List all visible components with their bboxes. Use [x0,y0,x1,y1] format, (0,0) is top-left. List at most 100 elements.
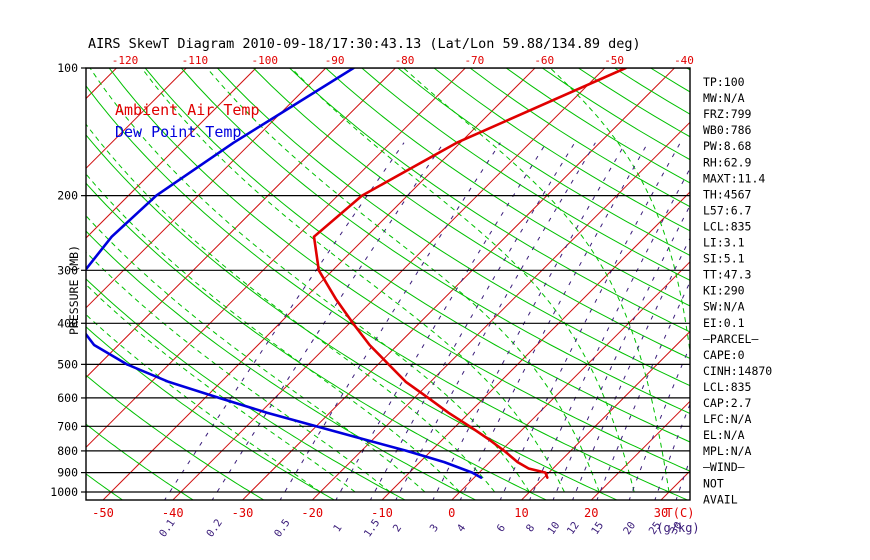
sounding-index-item: SW:N/A [703,300,745,314]
top-temperature-tick: -80 [395,54,415,67]
top-temperature-tick: -60 [534,54,554,67]
sounding-index-item: LFC:N/A [703,412,752,426]
mixing-ratio-tick: 3 [428,522,441,534]
isotherm-line [660,470,690,500]
bottom-temperature-tick: -30 [232,506,254,520]
mixing-ratio-tick: 25 [647,520,664,537]
sounding-index-item: L57:6.7 [703,203,752,217]
sounding-index-item: RH:62.9 [703,155,752,169]
isotherm-line [0,68,47,501]
pressure-tick-label: 800 [57,444,78,458]
isotherm-line [86,68,396,379]
plot-border [85,67,691,501]
isotherm-line [241,68,675,500]
mixing-ratio-tick: 4 [455,522,468,534]
sounding-index-item: SI:5.1 [703,252,745,266]
pressure-tick-label: 700 [57,419,78,433]
dry-adiabat-line [86,230,477,500]
temperature-unit-label: T(C) [666,506,695,520]
sounding-index-item: —PARCEL— [703,332,758,346]
pressure-tick-label: 500 [57,357,78,371]
sounding-index-item: TH:4567 [703,187,752,201]
moist-adiabat-line [403,68,670,493]
isotherm-line [800,68,870,501]
top-temperature-tick: -70 [464,54,484,67]
moist-adiabat-line [290,68,635,493]
sounding-index-item: NOT [703,476,724,490]
bottom-temperature-tick: -20 [301,506,323,520]
isotherm-line [520,330,690,500]
mixing-ratio-tick: 1.5 [362,517,383,539]
dry-adiabat-line [253,68,690,360]
dry-adiabat-line [505,68,690,184]
sounding-index-item: EI:0.1 [703,316,745,330]
temperature-trace [312,68,627,479]
sounding-index-item: LCL:835 [703,219,751,233]
mixing-ratio-tick: 12 [565,520,582,537]
sounding-index-item: FRZ:799 [703,107,752,121]
dry-adiabat-line [289,68,690,333]
dry-adiabat-line [86,85,689,500]
dry-adiabat-line [397,68,690,256]
sounding-index-item: CAPE:0 [703,348,745,362]
dry-adiabat-line [217,68,690,387]
mixing-ratio-tick: 10 [545,520,562,537]
moist-adiabat-line [86,313,321,493]
isotherm-line [86,68,257,239]
isotherm-line [590,400,690,500]
top-temperature-tick: -110 [182,54,209,67]
isotherm-line [86,68,117,100]
mixing-ratio-line [499,142,681,500]
moist-adiabat-line [86,215,426,493]
sounding-index-item: KI:290 [703,284,745,298]
pressure-axis-label: PRESSURE (MB) [67,245,81,335]
moist-adiabat-line [86,123,496,493]
mixing-ratio-tick: 15 [589,520,606,537]
sounding-index-item: CINH:14870 [703,364,772,378]
legend-dewpoint: Dew Point Temp [115,123,241,141]
isotherm-line [86,68,466,449]
sounding-index-item: EL:N/A [703,428,745,442]
plot-frame [85,67,691,501]
top-temperature-tick: -100 [252,54,279,67]
mixing-ratio-tick: 6 [495,522,508,534]
isotherm-line [86,68,187,170]
sounding-index-item: TT:47.3 [703,268,752,282]
pressure-tick-label: 100 [57,61,78,75]
mixing-ratio-tick: 2 [391,522,404,534]
mixing-ratio-line [369,142,576,500]
mixing-ratio-tick: 0.1 [157,517,178,539]
pressure-line-layer [86,68,690,493]
sounding-index-item: CAP:2.7 [703,396,752,410]
bottom-temperature-tick: 30 [654,506,668,520]
moist-adiabat-line [206,68,600,493]
bottom-temperature-tick: -50 [92,506,114,520]
bottom-temperature-tick: -40 [162,506,184,520]
dry-adiabat-line [86,182,548,500]
dry-adiabat-line [86,134,619,500]
pressure-tick-label: 300 [57,263,78,277]
moist-adiabat-line [86,173,461,493]
mixing-ratio-line [459,142,649,500]
sounding-index-item: MAXT:11.4 [703,171,765,185]
pressure-tick-label: 600 [57,391,78,405]
chart-title: AIRS SkewT Diagram 2010-09-18/17:30:43.1… [88,36,641,52]
pressure-tick-label: 400 [57,316,78,330]
dry-adiabat-line [86,473,124,500]
top-temperature-tick: -90 [325,54,345,67]
dry-adiabat-line [86,326,336,500]
mixing-ratio-tick: 0.5 [272,517,293,539]
sounding-index-item: AVAIL [703,492,738,506]
mixing-ratio-unit-label: (g/kg) [656,521,699,535]
moist-adiabat-line [141,68,565,493]
sounding-index-item: MW:N/A [703,91,745,105]
moist-adiabat-line [86,251,391,493]
sounding-index-item: WB0:786 [703,123,752,137]
dewpoint-trace [86,68,483,479]
dry-adiabat-line [469,68,690,208]
bottom-temperature-tick: 10 [514,506,528,520]
mixing-ratio-tick: 8 [524,522,537,534]
top-temperature-tick: -50 [604,54,624,67]
pressure-tick-label: 1000 [50,485,78,499]
